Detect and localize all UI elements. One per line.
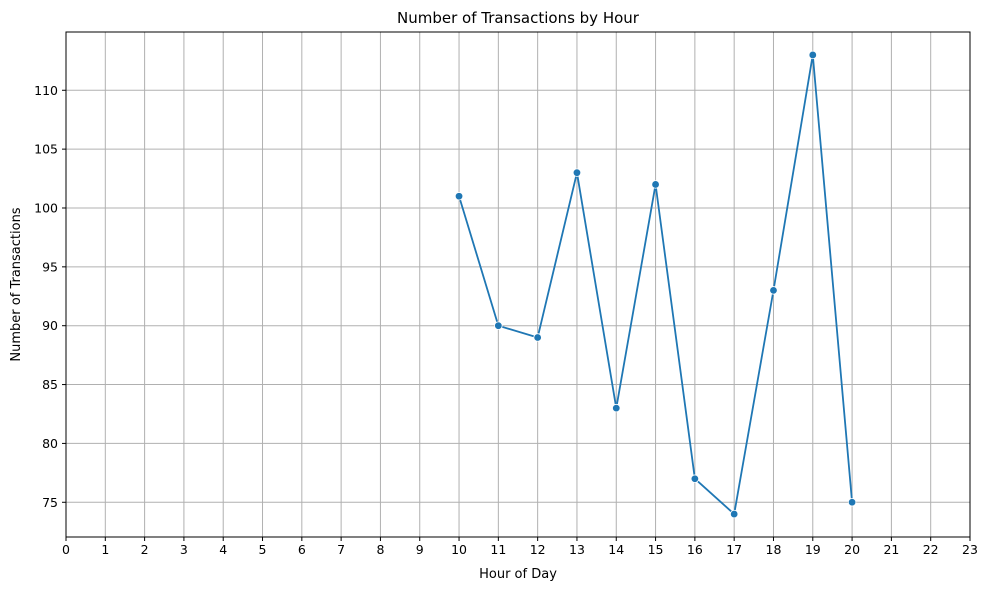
x-tick-label: 0 [62,542,70,557]
x-tick-label: 12 [530,542,546,557]
x-tick-label: 4 [219,542,227,557]
x-axis: 0 1 2 3 4 5 6 7 8 9 10 11 12 13 14 15 16 17 18 19 20 21 22 23 [62,537,978,557]
x-tick-label: 5 [259,542,267,557]
data-point [612,403,621,413]
series-layer [454,50,857,519]
x-tick-label: 10 [451,542,467,557]
x-tick-label: 3 [180,542,188,557]
x-tick-label: 23 [962,542,978,557]
x-tick-label: 18 [766,542,782,557]
x-tick-label: 13 [569,542,585,557]
y-tick-label: 80 [42,436,58,451]
grid [65,32,971,537]
x-tick-label: 15 [648,542,664,557]
y-tick-label: 90 [42,318,58,333]
y-tick-label: 105 [34,142,58,157]
x-tick-label: 11 [490,542,506,557]
data-point [572,168,582,177]
x-tick-label: 6 [298,542,306,557]
y-tick-label: 95 [42,259,58,274]
x-axis-label: Hour of Day [479,567,557,582]
x-tick-label: 22 [923,542,939,557]
x-tick-label: 8 [376,542,384,557]
y-axis: 75 80 85 90 95 100 105 110 [34,83,66,510]
data-point [533,333,542,342]
y-tick-label: 110 [34,83,58,98]
y-tick-label: 100 [34,200,58,215]
x-tick-label: 16 [687,542,703,557]
x-tick-label: 1 [101,542,109,557]
data-point [808,50,817,60]
x-tick-label: 19 [805,542,821,557]
y-tick-label: 75 [42,495,58,510]
x-tick-label: 9 [416,542,424,557]
data-point [847,498,857,507]
data-point [729,509,739,519]
y-tick-label: 85 [42,377,58,392]
y-axis-label: Number of Transactions [9,207,24,361]
x-tick-label: 7 [337,542,345,557]
x-tick-label: 20 [844,542,860,557]
x-tick-label: 14 [608,542,624,557]
data-point [494,321,503,330]
x-tick-label: 17 [726,542,742,557]
data-point [769,286,778,295]
plot-frame [65,31,971,538]
data-point [651,180,660,189]
chart-title: Number of Transactions by Hour [397,9,640,27]
x-tick-label: 2 [141,542,149,557]
data-point [690,474,700,483]
x-tick-label: 21 [883,542,899,557]
data-point [454,192,464,201]
